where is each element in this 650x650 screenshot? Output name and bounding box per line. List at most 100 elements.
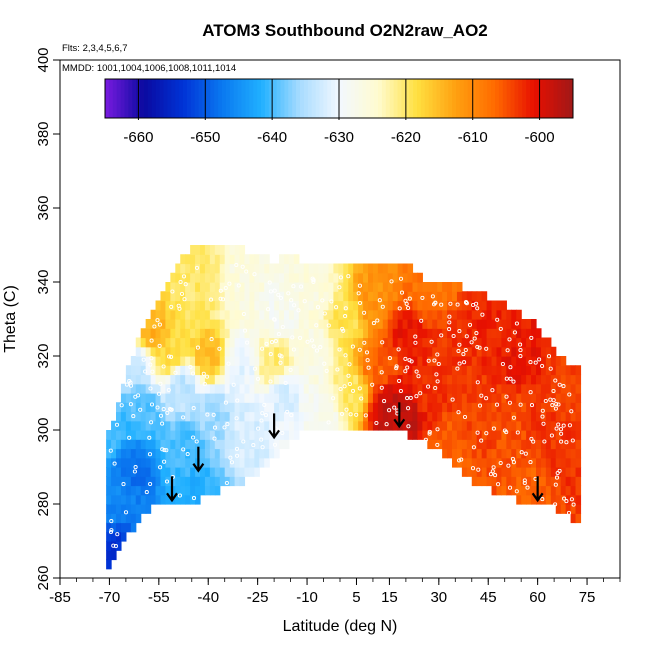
heatmap-cell [259, 356, 265, 366]
colorbar-segment [214, 79, 219, 118]
heatmap-cell [318, 272, 325, 283]
heatmap-cell [264, 319, 270, 329]
sample-point [464, 301, 469, 306]
heatmap-cell [145, 439, 152, 450]
heatmap-cell [249, 420, 255, 431]
heatmap-cell [274, 411, 280, 422]
heatmap-cell [308, 374, 315, 385]
heatmap-cell [501, 356, 507, 366]
heatmap-cell [447, 346, 453, 357]
heatmap-cell [456, 420, 463, 431]
heatmap-cell [106, 504, 112, 514]
sample-point [343, 306, 348, 311]
heatmap-cell [397, 300, 404, 311]
heatmap-cell [412, 337, 419, 348]
heatmap-cell [437, 365, 443, 376]
heatmap-cell [244, 356, 251, 366]
heatmap-cell [209, 439, 216, 450]
heatmap-cell [452, 448, 458, 459]
heatmap-cell [264, 263, 270, 274]
colorbar-segment [397, 79, 402, 118]
heatmap-cell [313, 402, 320, 413]
heatmap-cell [560, 448, 567, 459]
heatmap-cell [155, 448, 162, 459]
sample-point [414, 394, 419, 399]
heatmap-cell [432, 346, 438, 357]
heatmap-cell [506, 328, 512, 339]
heatmap-cell [293, 309, 300, 320]
heatmap-cell [486, 411, 493, 422]
heatmap-cell [313, 411, 320, 422]
heatmap-cell [382, 356, 389, 366]
heatmap-cell [516, 346, 522, 357]
sample-point [150, 369, 155, 374]
heatmap-cell [536, 485, 542, 496]
heatmap-cell [224, 448, 231, 459]
heatmap-cell [506, 439, 512, 450]
heatmap-cell [471, 420, 478, 431]
heatmap-cell [219, 383, 226, 394]
sample-point [318, 345, 323, 350]
sample-point [423, 437, 428, 442]
heatmap-cell [214, 346, 221, 357]
heatmap-cell [437, 282, 443, 292]
heatmap-cell [318, 282, 325, 292]
heatmap-cell [234, 346, 241, 357]
heatmap-cell [209, 300, 216, 311]
heatmap-cell [432, 337, 438, 348]
heatmap-cell [234, 365, 241, 376]
heatmap-cell [377, 309, 384, 320]
heatmap-cell [442, 328, 448, 339]
heatmap-cell [437, 402, 443, 413]
heatmap-cell [308, 420, 315, 431]
heatmap-cell [244, 411, 251, 422]
sample-point [570, 438, 575, 443]
heatmap-cell [279, 328, 285, 339]
heatmap-cell [111, 467, 117, 477]
heatmap-cell [185, 346, 191, 357]
heatmap-cell [279, 356, 285, 366]
sample-point [457, 458, 462, 463]
heatmap-cell [387, 420, 394, 431]
heatmap-cell [274, 374, 280, 385]
heatmap-cell [343, 393, 349, 403]
colorbar-segment [311, 79, 317, 118]
heatmap-cell [471, 346, 478, 357]
heatmap-cell [368, 263, 374, 274]
heatmap-cell [303, 309, 310, 320]
heatmap-cell [363, 420, 369, 431]
heatmap-cell [536, 365, 542, 376]
heatmap-cell [531, 430, 537, 440]
heatmap-cell [456, 291, 463, 302]
heatmap-cell [140, 430, 147, 440]
heatmap-cell [190, 328, 196, 339]
heatmap-cell [338, 263, 344, 274]
heatmap-cell [190, 245, 196, 255]
heatmap-cell [165, 337, 171, 348]
heatmap-cell [555, 485, 562, 496]
heatmap-cell [214, 300, 221, 311]
colorbar-segment [222, 79, 227, 118]
heatmap-cell [387, 402, 394, 413]
heatmap-cell [422, 291, 428, 302]
sample-point [357, 386, 362, 391]
sample-point [245, 340, 250, 345]
heatmap-cell [200, 245, 206, 255]
heatmap-cell [506, 457, 512, 468]
heatmap-cell [249, 346, 255, 357]
heatmap-cell [368, 309, 374, 320]
heatmap-cell [526, 383, 532, 394]
sample-point [435, 442, 440, 447]
heatmap-cell [180, 291, 186, 302]
heatmap-cell [150, 457, 157, 468]
heatmap-cell [540, 393, 547, 403]
heatmap-cell [353, 393, 359, 403]
heatmap-cell [372, 411, 379, 422]
heatmap-cell [333, 374, 339, 385]
heatmap-cell [111, 522, 117, 533]
heatmap-cell [111, 494, 117, 505]
colorbar-segment [124, 79, 129, 118]
heatmap-cell [442, 356, 448, 366]
heatmap-cell [209, 309, 216, 320]
heatmap-cell [501, 448, 507, 459]
